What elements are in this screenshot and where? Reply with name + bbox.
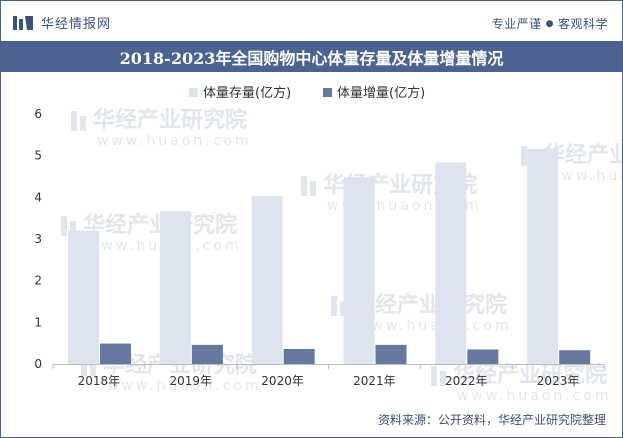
y-tick-label: 2 xyxy=(34,274,42,288)
top-bar: 华经情报网 专业严谨 ● 客观科学 xyxy=(1,1,622,41)
legend-label: 体量增量(亿方) xyxy=(337,85,425,101)
legend: 体量存量(亿方) 体量增量(亿方) xyxy=(189,85,425,101)
bar xyxy=(283,349,315,364)
y-tick-label: 3 xyxy=(34,232,42,246)
watermark-logo-icon xyxy=(440,371,446,386)
x-axis: 2018年 2019年 2020年 2021年 2022年 2023年 xyxy=(52,364,605,388)
bar xyxy=(467,349,499,364)
x-tick-label: 2022年 xyxy=(445,374,488,388)
watermark-logo-icon xyxy=(301,176,307,196)
x-tick-label: 2019年 xyxy=(169,374,212,388)
brand: 华经情报网 xyxy=(13,13,111,32)
watermark-logo-icon xyxy=(521,146,527,166)
slogan-right: 客观科学 xyxy=(557,17,608,31)
watermark-logo-icon xyxy=(340,301,346,316)
y-axis: 0 1 2 3 4 5 6 xyxy=(34,107,42,371)
x-tick-label: 2021年 xyxy=(353,374,396,388)
bar xyxy=(559,350,591,364)
bars xyxy=(68,149,591,364)
x-tick-label: 2023年 xyxy=(537,374,580,388)
watermark-text: 华经产业研究院 xyxy=(353,292,507,318)
y-tick-label: 0 xyxy=(34,357,42,371)
bar xyxy=(527,149,559,364)
bar xyxy=(435,162,467,364)
bar xyxy=(251,196,283,364)
y-tick-label: 5 xyxy=(34,149,42,163)
bar xyxy=(375,344,407,364)
watermark-logo-icon xyxy=(81,356,87,376)
huajing-logo-icon xyxy=(13,15,33,30)
watermark-logo-icon xyxy=(310,181,316,196)
watermark-url: www.huaon.com xyxy=(457,388,612,402)
legend-swatch xyxy=(323,88,332,97)
slogan: 专业严谨 ● 客观科学 xyxy=(492,15,608,32)
watermark-text: 华经产业研究院 xyxy=(453,362,607,388)
watermark-logo-icon xyxy=(71,111,77,131)
watermark-url: www.huaon.com xyxy=(107,378,262,394)
watermark-url: www.huaon.com xyxy=(547,168,622,184)
chart-title: 2018-2023年全国购物中心体量存量及体量增量情况 xyxy=(119,48,504,68)
title-bar: 2018-2023年全国购物中心体量存量及体量增量情况 xyxy=(1,41,622,72)
watermark-logo-icon xyxy=(90,361,96,376)
bar-chart: 华经产业研究院www.huaon.com华经产业研究院www.huaon.com… xyxy=(34,85,622,402)
bar xyxy=(100,343,131,364)
brand-name: 华经情报网 xyxy=(41,17,112,32)
watermark-logo-icon xyxy=(61,216,67,236)
bar xyxy=(343,177,375,364)
watermark-logo-icon xyxy=(80,116,86,131)
y-tick-label: 4 xyxy=(34,190,42,204)
slogan-dot: ● xyxy=(545,18,554,29)
bar xyxy=(191,344,223,364)
legend-swatch xyxy=(189,88,198,97)
y-tick-label: 6 xyxy=(34,107,42,121)
slogan-left: 专业严谨 xyxy=(491,17,542,31)
y-tick-label: 1 xyxy=(34,315,42,329)
watermark-url: www.huaon.com xyxy=(357,318,512,334)
source-note: 资料来源：公开资料，华经产业研究院整理 xyxy=(377,413,606,427)
watermark-logo-icon xyxy=(331,296,337,316)
watermark-text: 华经产业研究院 xyxy=(93,107,247,133)
legend-label: 体量存量(亿方) xyxy=(203,85,291,101)
watermark-url: www.huaon.com xyxy=(97,133,252,149)
x-tick-label: 2018年 xyxy=(78,374,121,388)
bar xyxy=(68,230,99,364)
watermark-logo-icon xyxy=(431,366,437,386)
x-tick-label: 2020年 xyxy=(261,374,304,388)
watermark-logo-icon xyxy=(70,221,76,236)
bar xyxy=(159,211,191,364)
